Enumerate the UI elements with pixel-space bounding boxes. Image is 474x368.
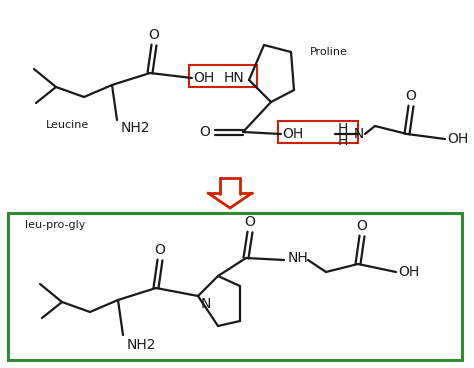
- Text: NH: NH: [288, 251, 309, 265]
- Text: O: O: [245, 215, 255, 229]
- Text: O: O: [155, 243, 165, 257]
- Text: NH2: NH2: [126, 338, 156, 352]
- Text: Leucine: Leucine: [46, 120, 89, 130]
- Text: leu-pro-gly: leu-pro-gly: [25, 220, 85, 230]
- Text: OH: OH: [193, 71, 215, 85]
- Text: O: O: [200, 125, 210, 139]
- Text: O: O: [148, 28, 159, 42]
- Text: NH2: NH2: [120, 121, 150, 135]
- Text: –N: –N: [347, 127, 365, 141]
- Bar: [189, 65, 257, 87]
- Text: Proline: Proline: [310, 47, 348, 57]
- Text: OH: OH: [447, 132, 469, 146]
- Text: N: N: [201, 297, 211, 311]
- Text: HN: HN: [224, 71, 245, 85]
- Bar: [278, 121, 358, 143]
- Text: OH: OH: [398, 265, 419, 279]
- Text: O: O: [356, 219, 367, 233]
- Text: H: H: [338, 122, 348, 136]
- Bar: [8, 213, 462, 360]
- Text: H: H: [338, 134, 348, 148]
- Text: O: O: [406, 89, 417, 103]
- Text: OH: OH: [283, 127, 304, 141]
